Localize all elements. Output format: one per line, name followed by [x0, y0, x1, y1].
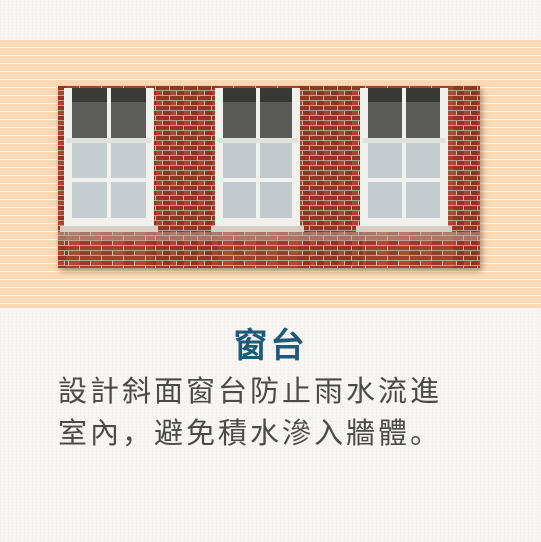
- heading: 窗台: [233, 326, 308, 366]
- description: 設計斜面窗台防止雨水流進 室內，避免積水滲入牆體。: [58, 370, 488, 454]
- window-sill-photo: [58, 86, 480, 268]
- window-right: [356, 88, 452, 232]
- window-left: [60, 88, 158, 232]
- description-line-1: 設計斜面窗台防止雨水流進: [58, 374, 443, 408]
- window-middle: [211, 88, 304, 232]
- description-line-2: 室內，避免積水滲入牆體。: [58, 416, 443, 450]
